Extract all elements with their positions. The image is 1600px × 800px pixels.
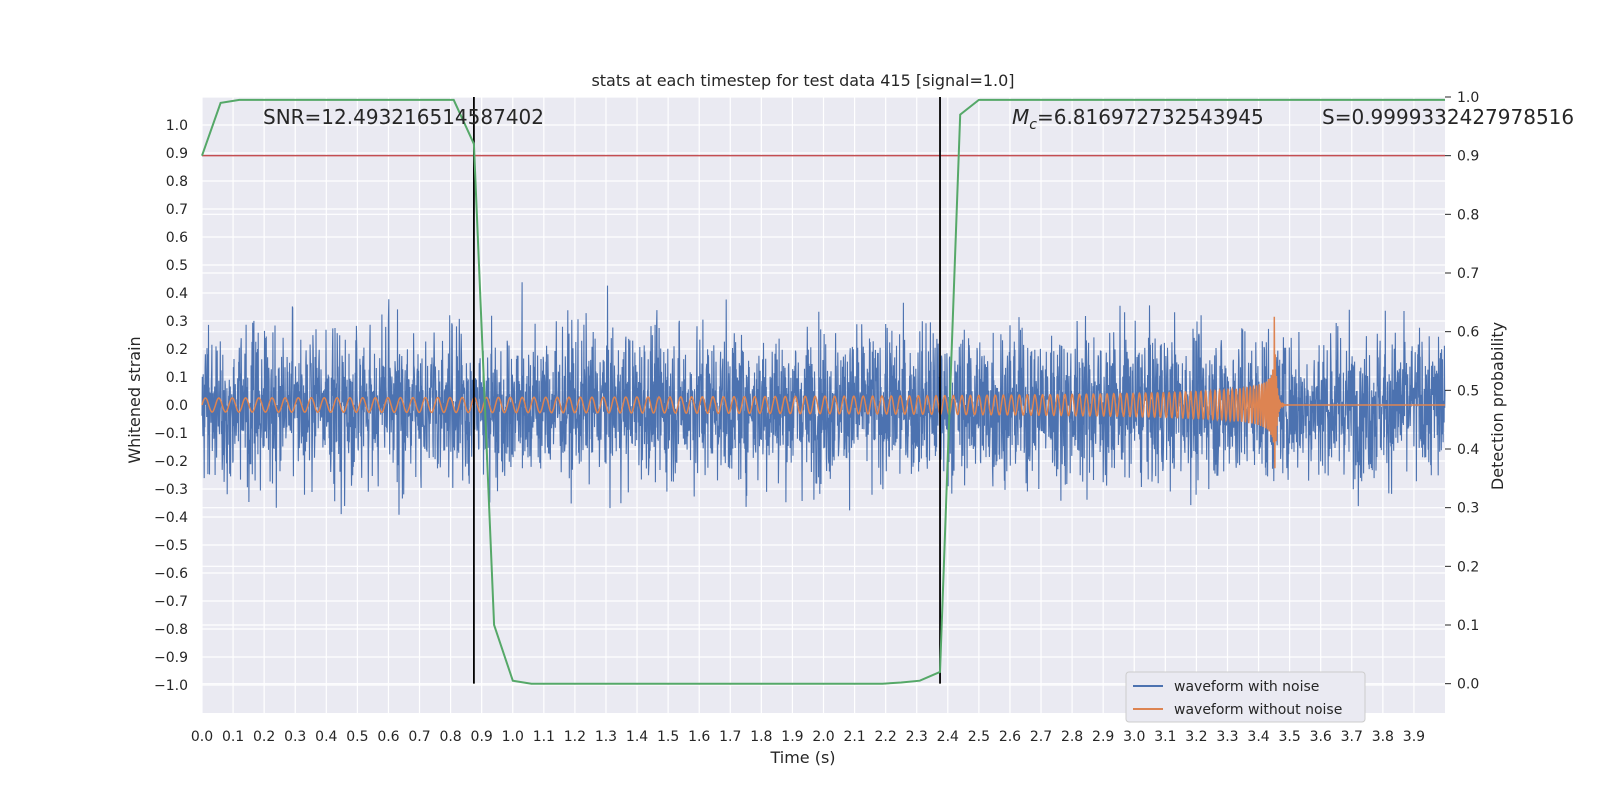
- x-tick-label: 3.5: [1278, 729, 1300, 745]
- y-tick-labels: 1.0 0.9 0.8 0.7 0.6 0.5 0.4 0.3 0.2 0.1 0.0 −0.1 −0.…: [154, 118, 188, 694]
- y-tick-label: 0.9: [166, 146, 188, 162]
- x-tick-label: 2.9: [1092, 729, 1114, 745]
- probability-line: [201, 98, 1445, 685]
- noise-waveform-line: [201, 282, 1446, 515]
- y2-axis-label: Detection probability: [1488, 322, 1507, 490]
- y-tick-label: −0.9: [154, 650, 188, 666]
- x-tick-label: 1.1: [533, 729, 555, 745]
- clean-waveform-line: [201, 316, 1445, 469]
- y-tick-label: −0.7: [154, 594, 188, 610]
- y-tick-label: −0.5: [154, 538, 188, 554]
- y-tick-label: −0.8: [154, 622, 188, 638]
- y-tick-label: −1.0: [154, 678, 188, 694]
- x-tick-label: 2.8: [1061, 729, 1083, 745]
- y2-tick-label: 0.9: [1457, 149, 1479, 165]
- x-tick-label: 2.1: [843, 729, 865, 745]
- x-tick-label: 1.6: [688, 729, 710, 745]
- x-tick-label: 1.4: [626, 729, 648, 745]
- y2-tick-label: 0.6: [1457, 325, 1479, 341]
- x-tick-label: 0.6: [377, 729, 399, 745]
- x-tick-label: 0.1: [222, 729, 244, 745]
- y-tick-label: 0.4: [166, 286, 188, 302]
- y-tick-label: 1.0: [166, 118, 188, 134]
- x-tick-label: 1.7: [719, 729, 741, 745]
- chirp-mass-value: =6.816972732543945: [1037, 105, 1264, 129]
- x-tick-label: 3.1: [1154, 729, 1176, 745]
- x-tick-label: 2.0: [812, 729, 834, 745]
- x-tick-label: 1.9: [781, 729, 803, 745]
- y-tick-label: 0.2: [166, 342, 188, 358]
- chart-title: stats at each timestep for test data 415…: [591, 71, 1014, 90]
- chirp-mass-annotation: Mc=6.816972732543945: [1012, 105, 1264, 133]
- x-tick-label: 1.3: [595, 729, 617, 745]
- x-tick-label: 0.7: [408, 729, 430, 745]
- x-tick-label: 3.4: [1247, 729, 1269, 745]
- x-tick-label: 0.0: [191, 729, 213, 745]
- y2-tick-label: 1.0: [1457, 90, 1479, 106]
- series-detection-probability: [201, 98, 1445, 685]
- y-tick-label: 0.6: [166, 230, 188, 246]
- y2-tick-label: 0.8: [1457, 207, 1479, 223]
- series-clean: [201, 316, 1445, 469]
- x-tick-label: 3.6: [1310, 729, 1332, 745]
- x-tick-label: 1.2: [564, 729, 586, 745]
- x-tick-label: 2.7: [1030, 729, 1052, 745]
- x-tick-label: 2.5: [968, 729, 990, 745]
- y-tick-label: 0.1: [166, 370, 188, 386]
- x-tick-label: 0.2: [253, 729, 275, 745]
- y-tick-label: −0.1: [154, 426, 188, 442]
- legend-label-noise: waveform with noise: [1174, 679, 1319, 695]
- x-tick-label: 2.4: [937, 729, 959, 745]
- y2-tick-labels: 1.0 0.9 0.8 0.7 0.6 0.5 0.4 0.3 0.2 0.1 0.0: [1445, 90, 1479, 693]
- x-tick-label: 0.8: [439, 729, 461, 745]
- legend: waveform with noise waveform without noi…: [1125, 671, 1366, 723]
- y2-tick-label: 0.4: [1457, 442, 1479, 458]
- y2-tick-label: 0.3: [1457, 501, 1479, 517]
- x-tick-label: 3.9: [1403, 729, 1425, 745]
- y2-tick-label: 0.0: [1457, 677, 1479, 693]
- chirp-mass-subscript: c: [1029, 117, 1037, 133]
- x-tick-label: 2.2: [875, 729, 897, 745]
- snr-annotation: SNR=12.493216514587402: [263, 105, 544, 129]
- legend-box: [1125, 671, 1366, 723]
- x-tick-label: 1.5: [657, 729, 679, 745]
- y2-tick-label: 0.7: [1457, 266, 1479, 282]
- chirp-mass-symbol: M: [1012, 105, 1029, 129]
- y2-tick-label: 0.1: [1457, 618, 1479, 634]
- x-tick-labels: 0.0 0.1 0.2 0.3 0.4 0.5 0.6 0.7 0.8 0.9 1.0 1.1 1.2 1…: [191, 729, 1425, 745]
- y-tick-label: 0.8: [166, 174, 188, 190]
- x-tick-label: 2.3: [906, 729, 928, 745]
- x-tick-label: 0.9: [471, 729, 493, 745]
- x-tick-label: 3.3: [1216, 729, 1238, 745]
- legend-label-clean: waveform without noise: [1174, 702, 1342, 718]
- y-tick-label: 0.5: [166, 258, 188, 274]
- y-tick-label: 0.3: [166, 314, 188, 330]
- x-tick-label: 0.3: [284, 729, 306, 745]
- x-tick-label: 1.0: [502, 729, 524, 745]
- y-tick-label: 0.7: [166, 202, 188, 218]
- y2-tick-label: 0.2: [1457, 559, 1479, 575]
- marker-lines: [473, 97, 941, 684]
- x-axis-label: Time (s): [769, 748, 835, 767]
- y-tick-label: −0.4: [154, 510, 188, 526]
- x-tick-label: 3.0: [1123, 729, 1145, 745]
- score-annotation: S=0.9999332427978516: [1322, 105, 1574, 129]
- y-tick-label: −0.2: [154, 454, 188, 470]
- y-axis-label: Whitened strain: [125, 336, 144, 463]
- x-tick-label: 3.7: [1341, 729, 1363, 745]
- x-tick-label: 1.8: [750, 729, 772, 745]
- x-tick-label: 0.5: [346, 729, 368, 745]
- x-tick-label: 2.6: [999, 729, 1021, 745]
- x-tick-label: 3.8: [1372, 729, 1394, 745]
- series-noise: [201, 282, 1446, 515]
- x-tick-label: 0.4: [315, 729, 337, 745]
- y-tick-label: 0.0: [166, 398, 188, 414]
- y-tick-label: −0.6: [154, 566, 188, 582]
- x-tick-label: 3.2: [1185, 729, 1207, 745]
- y-tick-label: −0.3: [154, 482, 188, 498]
- y2-tick-label: 0.5: [1457, 383, 1479, 399]
